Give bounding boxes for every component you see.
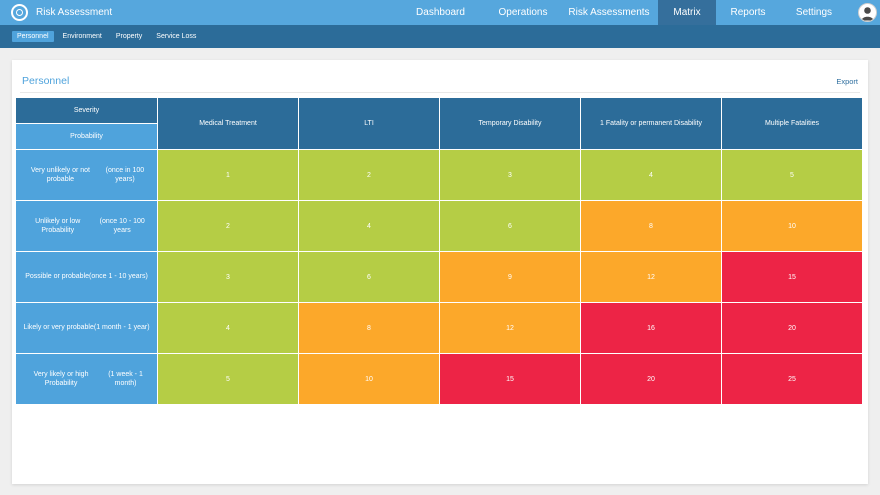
probability-label: Very likely or high Probability: [33, 370, 89, 387]
nav-item-operations[interactable]: Operations: [498, 7, 548, 18]
risk-cell-low[interactable]: 4: [581, 150, 722, 201]
probability-axis-label: Probability: [16, 124, 157, 149]
matrix-row: Possible or probable (once 1 - 10 years) 3…: [16, 252, 864, 303]
risk-cell-high[interactable]: 25: [722, 354, 863, 405]
risk-cell-high[interactable]: 20: [581, 354, 722, 405]
risk-cell-low[interactable]: 3: [158, 252, 299, 303]
probability-frequency: (once 10 - 100 years: [99, 217, 145, 234]
compass-logo-icon: [11, 4, 28, 21]
probability-header: Very unlikely or not probable (once in 10…: [16, 150, 158, 201]
risk-cell-low[interactable]: 3: [440, 150, 581, 201]
matrix-corner: Severity Probability: [16, 98, 158, 150]
risk-cell-low[interactable]: 4: [299, 201, 440, 252]
risk-cell-high[interactable]: 16: [581, 303, 722, 354]
subnav-item-service-loss[interactable]: Service Loss: [156, 33, 197, 40]
card-title: Personnel: [22, 75, 70, 87]
risk-cell-high[interactable]: 15: [440, 354, 581, 405]
app-title: Risk Assessment: [36, 7, 113, 18]
nav-item-matrix[interactable]: Matrix: [658, 0, 716, 25]
probability-frequency: (once 1 - 10 years): [89, 273, 148, 281]
nav-item-reports[interactable]: Reports: [730, 7, 766, 18]
probability-frequency: (once in 100 years): [105, 166, 145, 183]
sub-navigation-bar: Personnel Environment Property Service L…: [0, 25, 880, 48]
risk-cell-high[interactable]: 15: [722, 252, 863, 303]
risk-cell-medium[interactable]: 12: [440, 303, 581, 354]
risk-cell-medium[interactable]: 10: [722, 201, 863, 252]
risk-cell-low[interactable]: 1: [158, 150, 299, 201]
severity-header: Temporary Disability: [440, 98, 581, 150]
probability-frequency: (1 week - 1 month): [108, 370, 143, 387]
matrix-row: Likely or very probable (1 month - 1 year…: [16, 303, 864, 354]
severity-header: 1 Fatality or permanent Disability: [581, 98, 722, 150]
probability-label: Likely or very probable: [23, 324, 94, 332]
risk-matrix: Severity Probability Medical Treatment L…: [16, 98, 864, 405]
matrix-row: Very likely or high Probability (1 week -…: [16, 354, 864, 405]
risk-cell-low[interactable]: 5: [158, 354, 299, 405]
risk-cell-high[interactable]: 20: [722, 303, 863, 354]
probability-label: Possible or probable: [25, 273, 90, 281]
probability-label: Very unlikely or not probable: [30, 166, 90, 183]
severity-header: LTI: [299, 98, 440, 150]
probability-header: Unlikely or low Probability (once 10 - 10…: [16, 201, 158, 252]
subnav-item-property[interactable]: Property: [115, 33, 143, 40]
main-nav: Dashboard Operations Risk Assessments Ma…: [395, 0, 848, 25]
matrix-card: Personnel Export Severity Probability Me…: [12, 60, 868, 484]
severity-header: Medical Treatment: [158, 98, 299, 150]
probability-header: Possible or probable (once 1 - 10 years): [16, 252, 158, 303]
severity-header: Multiple Fatalities: [722, 98, 863, 150]
matrix-header-row: Severity Probability Medical Treatment L…: [16, 98, 864, 150]
risk-cell-medium[interactable]: 10: [299, 354, 440, 405]
nav-item-settings[interactable]: Settings: [795, 7, 833, 18]
export-link[interactable]: Export: [836, 77, 858, 86]
matrix-row: Very unlikely or not probable (once in 10…: [16, 150, 864, 201]
probability-header: Likely or very probable (1 month - 1 year…: [16, 303, 158, 354]
risk-cell-medium[interactable]: 8: [581, 201, 722, 252]
risk-cell-low[interactable]: 4: [158, 303, 299, 354]
avatar[interactable]: [858, 3, 877, 22]
brand[interactable]: Risk Assessment: [0, 0, 395, 25]
severity-axis-label: Severity: [16, 98, 157, 124]
risk-cell-low[interactable]: 6: [299, 252, 440, 303]
subnav-item-environment[interactable]: Environment: [62, 33, 102, 40]
risk-cell-low[interactable]: 6: [440, 201, 581, 252]
matrix-row: Unlikely or low Probability (once 10 - 10…: [16, 201, 864, 252]
user-avatar-icon: [861, 7, 874, 21]
probability-frequency: (1 month - 1 year): [93, 324, 150, 332]
probability-label: Unlikely or low Probability: [35, 217, 81, 234]
risk-cell-low[interactable]: 2: [158, 201, 299, 252]
risk-cell-low[interactable]: 5: [722, 150, 863, 201]
risk-cell-medium[interactable]: 9: [440, 252, 581, 303]
risk-cell-medium[interactable]: 12: [581, 252, 722, 303]
top-navigation-bar: Risk Assessment Dashboard Operations Ris…: [0, 0, 880, 25]
risk-cell-medium[interactable]: 8: [299, 303, 440, 354]
divider: [20, 92, 860, 93]
nav-item-risk-assessments[interactable]: Risk Assessments: [568, 7, 650, 18]
probability-header: Very likely or high Probability (1 week -…: [16, 354, 158, 405]
risk-cell-low[interactable]: 2: [299, 150, 440, 201]
subnav-item-personnel[interactable]: Personnel: [12, 31, 54, 42]
nav-item-dashboard[interactable]: Dashboard: [416, 7, 465, 18]
